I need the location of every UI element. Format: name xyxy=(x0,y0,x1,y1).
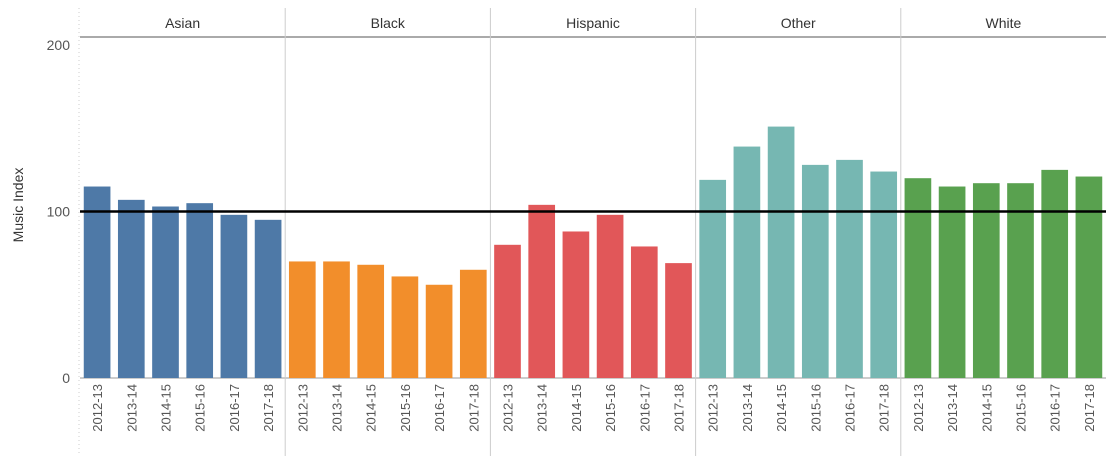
x-tick-label: 2016-17 xyxy=(1048,384,1063,432)
x-tick-label: 2012-13 xyxy=(501,384,516,432)
bar xyxy=(630,246,658,378)
bar xyxy=(528,204,556,378)
bar xyxy=(699,179,727,378)
x-tick-label: 2012-13 xyxy=(706,384,721,432)
y-axis-label: Music Index xyxy=(10,168,26,243)
x-tick-label: 2014-15 xyxy=(159,384,174,432)
y-tick-label: 100 xyxy=(47,204,71,220)
panels: Asian 2012-13 2013-14 2014-15 2015-16 2016-17… xyxy=(80,8,1106,456)
bar xyxy=(972,183,1000,378)
x-tick-label: 2013-14 xyxy=(740,384,755,432)
x-tick-label: 2014-15 xyxy=(569,384,584,432)
x-tick-label: 2015-16 xyxy=(398,384,413,432)
bar xyxy=(870,171,898,378)
panel-hispanic: Hispanic 2012-13 2013-14 2014-15 2015-16 2016… xyxy=(489,8,692,456)
x-tick-label: 2015-16 xyxy=(1014,384,1029,432)
bar xyxy=(733,146,761,378)
bar xyxy=(596,214,624,378)
x-tick-label: 2014-15 xyxy=(774,384,789,432)
x-tick-label: 2015-16 xyxy=(603,384,618,432)
bar xyxy=(117,199,145,378)
y-axis: Music Index 0 100 200 xyxy=(10,8,80,456)
x-tick-label: 2017-18 xyxy=(466,384,481,432)
x-tick-label: 2016-17 xyxy=(227,384,242,432)
x-tick-label: 2016-17 xyxy=(637,384,652,432)
bar xyxy=(1007,183,1034,378)
bar xyxy=(801,164,829,378)
bar xyxy=(836,159,863,378)
bar xyxy=(288,261,316,378)
bar xyxy=(391,276,419,378)
bar xyxy=(562,231,590,378)
x-tick-label: 2012-13 xyxy=(295,384,310,432)
x-tick-label: 2017-18 xyxy=(877,384,892,432)
x-tick-label: 2013-14 xyxy=(124,384,139,432)
bar xyxy=(425,284,453,378)
bar xyxy=(1075,176,1103,378)
bar xyxy=(938,186,966,378)
panel-other: Other 2012-13 2013-14 2014-15 2015-16 2016-17… xyxy=(695,8,898,456)
x-tick-label: 2017-18 xyxy=(1082,384,1097,432)
x-tick-label: 2013-14 xyxy=(945,384,960,432)
facet-label: Asian xyxy=(165,15,200,31)
panel-black: Black 2012-13 2013-14 2014-15 2015-16 2016-17… xyxy=(284,8,487,456)
bar xyxy=(357,264,385,378)
bar xyxy=(220,214,248,378)
bar xyxy=(904,178,932,378)
facet-label: Other xyxy=(781,15,816,31)
x-tick-label: 2015-16 xyxy=(808,384,823,432)
panel-asian: Asian 2012-13 2013-14 2014-15 2015-16 2016-17… xyxy=(83,15,282,432)
bar xyxy=(323,261,350,378)
y-tick-label: 200 xyxy=(47,37,71,53)
x-tick-label: 2016-17 xyxy=(843,384,858,432)
panel-white: White 2012-13 2013-14 2014-15 2015-16 2016-17… xyxy=(900,8,1103,456)
bar xyxy=(152,206,179,378)
bar xyxy=(254,219,282,378)
y-tick-label: 0 xyxy=(62,370,70,386)
x-tick-label: 2016-17 xyxy=(432,384,447,432)
x-tick-label: 2012-13 xyxy=(90,384,105,432)
bar xyxy=(767,126,795,379)
x-tick-label: 2017-18 xyxy=(672,384,687,432)
x-tick-label: 2013-14 xyxy=(330,384,345,432)
bar xyxy=(494,244,521,378)
x-tick-label: 2014-15 xyxy=(979,384,994,432)
bar xyxy=(83,186,111,378)
bar xyxy=(665,263,692,378)
bar xyxy=(186,203,214,378)
facet-label: White xyxy=(986,15,1022,31)
bar xyxy=(1041,169,1069,378)
x-tick-label: 2014-15 xyxy=(364,384,379,432)
x-tick-label: 2017-18 xyxy=(261,384,276,432)
x-tick-label: 2015-16 xyxy=(193,384,208,432)
x-tick-label: 2013-14 xyxy=(535,384,550,432)
x-tick-label: 2012-13 xyxy=(911,384,926,432)
facet-label: Hispanic xyxy=(566,15,620,31)
facet-label: Black xyxy=(371,15,406,31)
bar xyxy=(459,269,487,378)
